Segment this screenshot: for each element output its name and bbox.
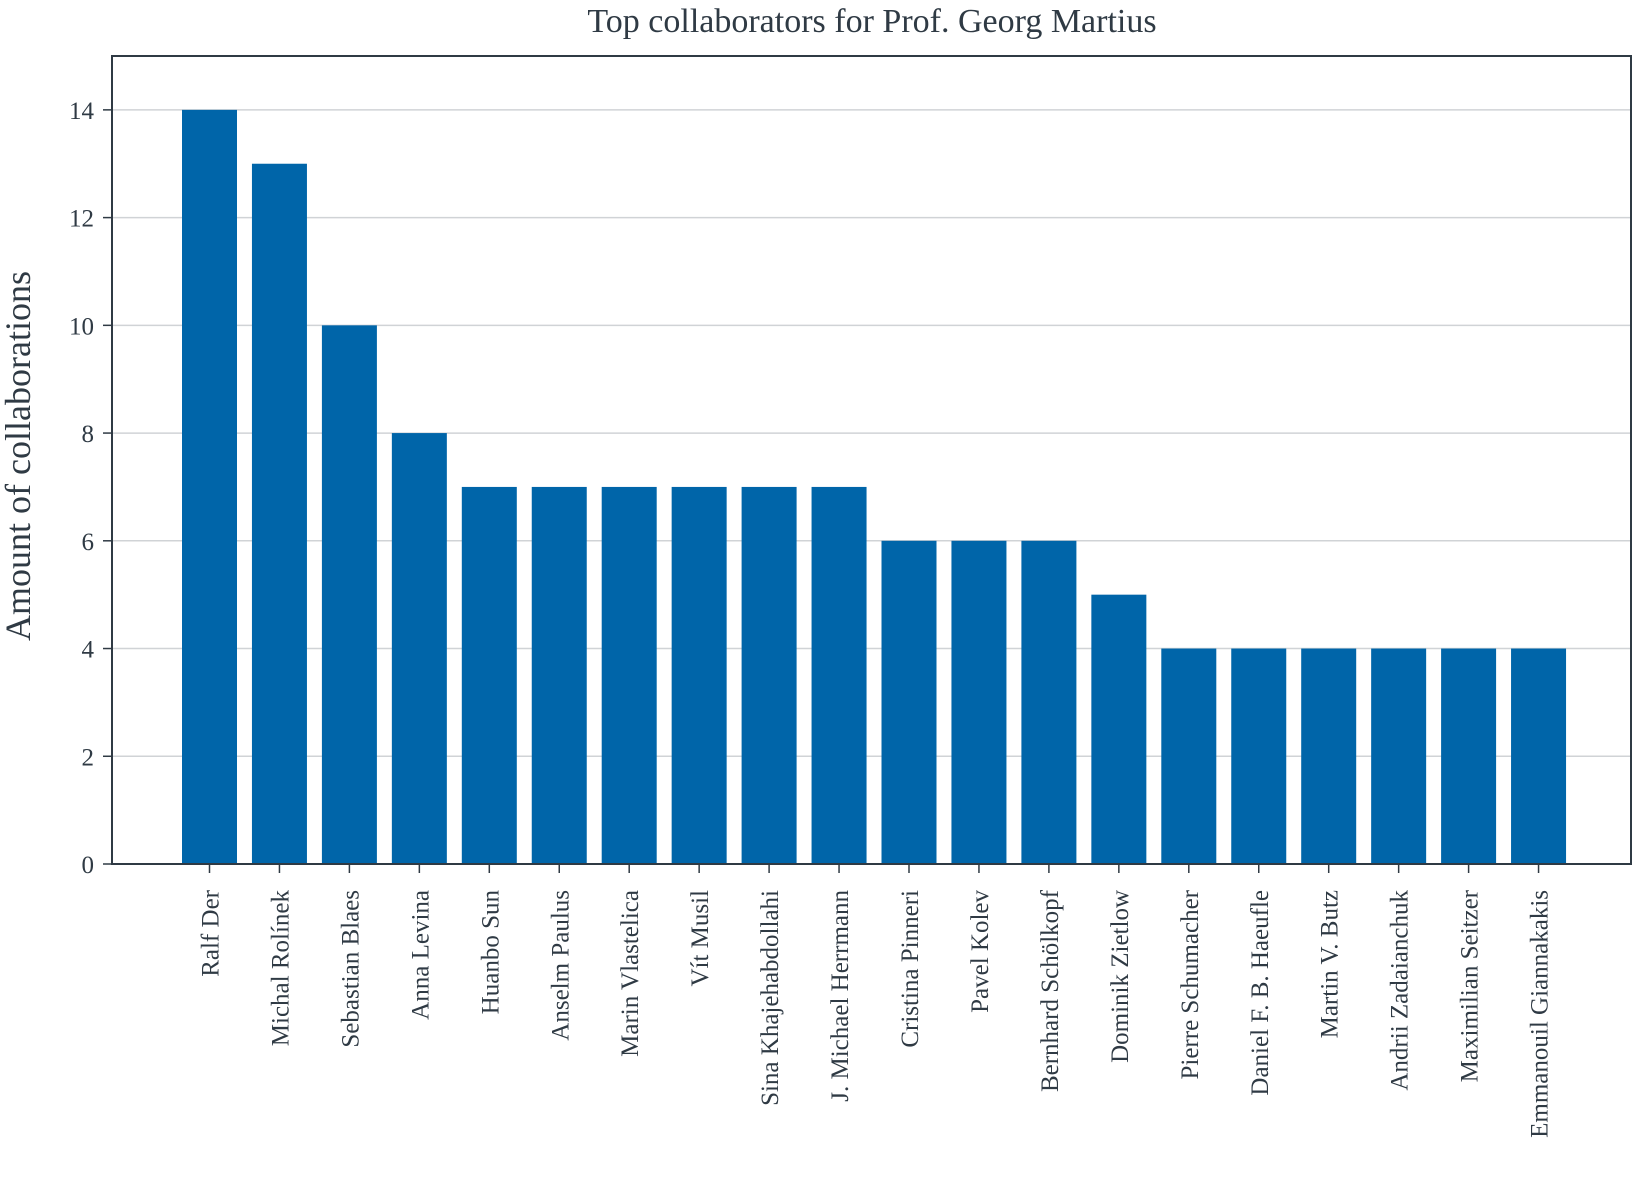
plot-frame — [111, 55, 1632, 865]
x-tick-label: Daniel F. B. Haeufle — [1247, 890, 1274, 1096]
x-tick-label: Sebastian Blaes — [337, 890, 364, 1048]
chart-title: Top collaborators for Prof. Georg Martiu… — [587, 3, 1156, 40]
x-tick-label: Sina Khajehabdollahi — [757, 890, 784, 1106]
bar — [182, 109, 237, 864]
bars — [182, 109, 1567, 864]
y-tick-label: 12 — [69, 206, 94, 233]
y-tick-label: 0 — [82, 852, 95, 879]
x-tick-label: Anselm Paulus — [547, 890, 574, 1041]
bar — [811, 486, 867, 864]
x-tick-label: Anna Levina — [407, 890, 434, 1020]
bar — [951, 540, 1007, 864]
x-tick-label: Andrii Zadaianchuk — [1387, 890, 1414, 1091]
x-tick-label: Martin V. Butz — [1317, 890, 1344, 1038]
x-tick-label: Bernhard Schölkopf — [1037, 889, 1064, 1092]
bar — [1021, 540, 1077, 864]
axes — [111, 55, 1632, 865]
x-tick-label: Dominik Zietlow — [1107, 890, 1134, 1063]
bar — [531, 486, 587, 864]
bar — [1091, 594, 1147, 864]
x-tick-label: Huanbo Sun — [477, 890, 504, 1015]
bar — [251, 163, 307, 864]
y-tick-label: 4 — [82, 637, 95, 664]
x-tick-label: Maximilian Seitzer — [1457, 889, 1484, 1082]
x-tick-label: Pierre Schumacher — [1177, 889, 1204, 1079]
bar — [881, 540, 937, 864]
bar — [601, 486, 657, 864]
y-tick-label: 8 — [82, 421, 95, 448]
bar — [1301, 648, 1357, 864]
bar — [1161, 648, 1217, 864]
x-tick-label: Marin Vlastelica — [617, 890, 644, 1057]
x-tick-label: Ralf Der — [198, 889, 225, 976]
x-tick-label: J. Michael Herrmann — [827, 890, 854, 1102]
x-ticks: Ralf Der Michal Rolínek Sebastian Blaes Ann… — [198, 864, 1554, 1138]
y-tick-label: 10 — [69, 313, 94, 340]
y-axis-label: Amount of collaborations — [0, 271, 38, 641]
y-tick-label: 2 — [82, 744, 95, 771]
bar — [671, 486, 727, 864]
bar — [741, 486, 797, 864]
bar — [1511, 648, 1567, 864]
x-tick-label: Michal Rolínek — [267, 890, 294, 1047]
y-tick-label: 14 — [69, 98, 95, 125]
bar — [391, 433, 447, 864]
y-tick-label: 6 — [82, 529, 95, 556]
bar — [1231, 648, 1287, 864]
bar — [461, 486, 517, 864]
bar — [1441, 648, 1497, 864]
bar — [321, 325, 377, 864]
x-tick-label: Cristina Pinneri — [897, 890, 924, 1048]
x-tick-label: Pavel Kolev — [967, 890, 994, 1013]
y-ticks: 0 2 4 6 8 10 12 14 — [69, 98, 112, 879]
bar — [1371, 648, 1427, 864]
x-tick-label: Emmanouil Giannakakis — [1527, 890, 1554, 1138]
x-tick-label: Vít Musil — [687, 890, 714, 987]
